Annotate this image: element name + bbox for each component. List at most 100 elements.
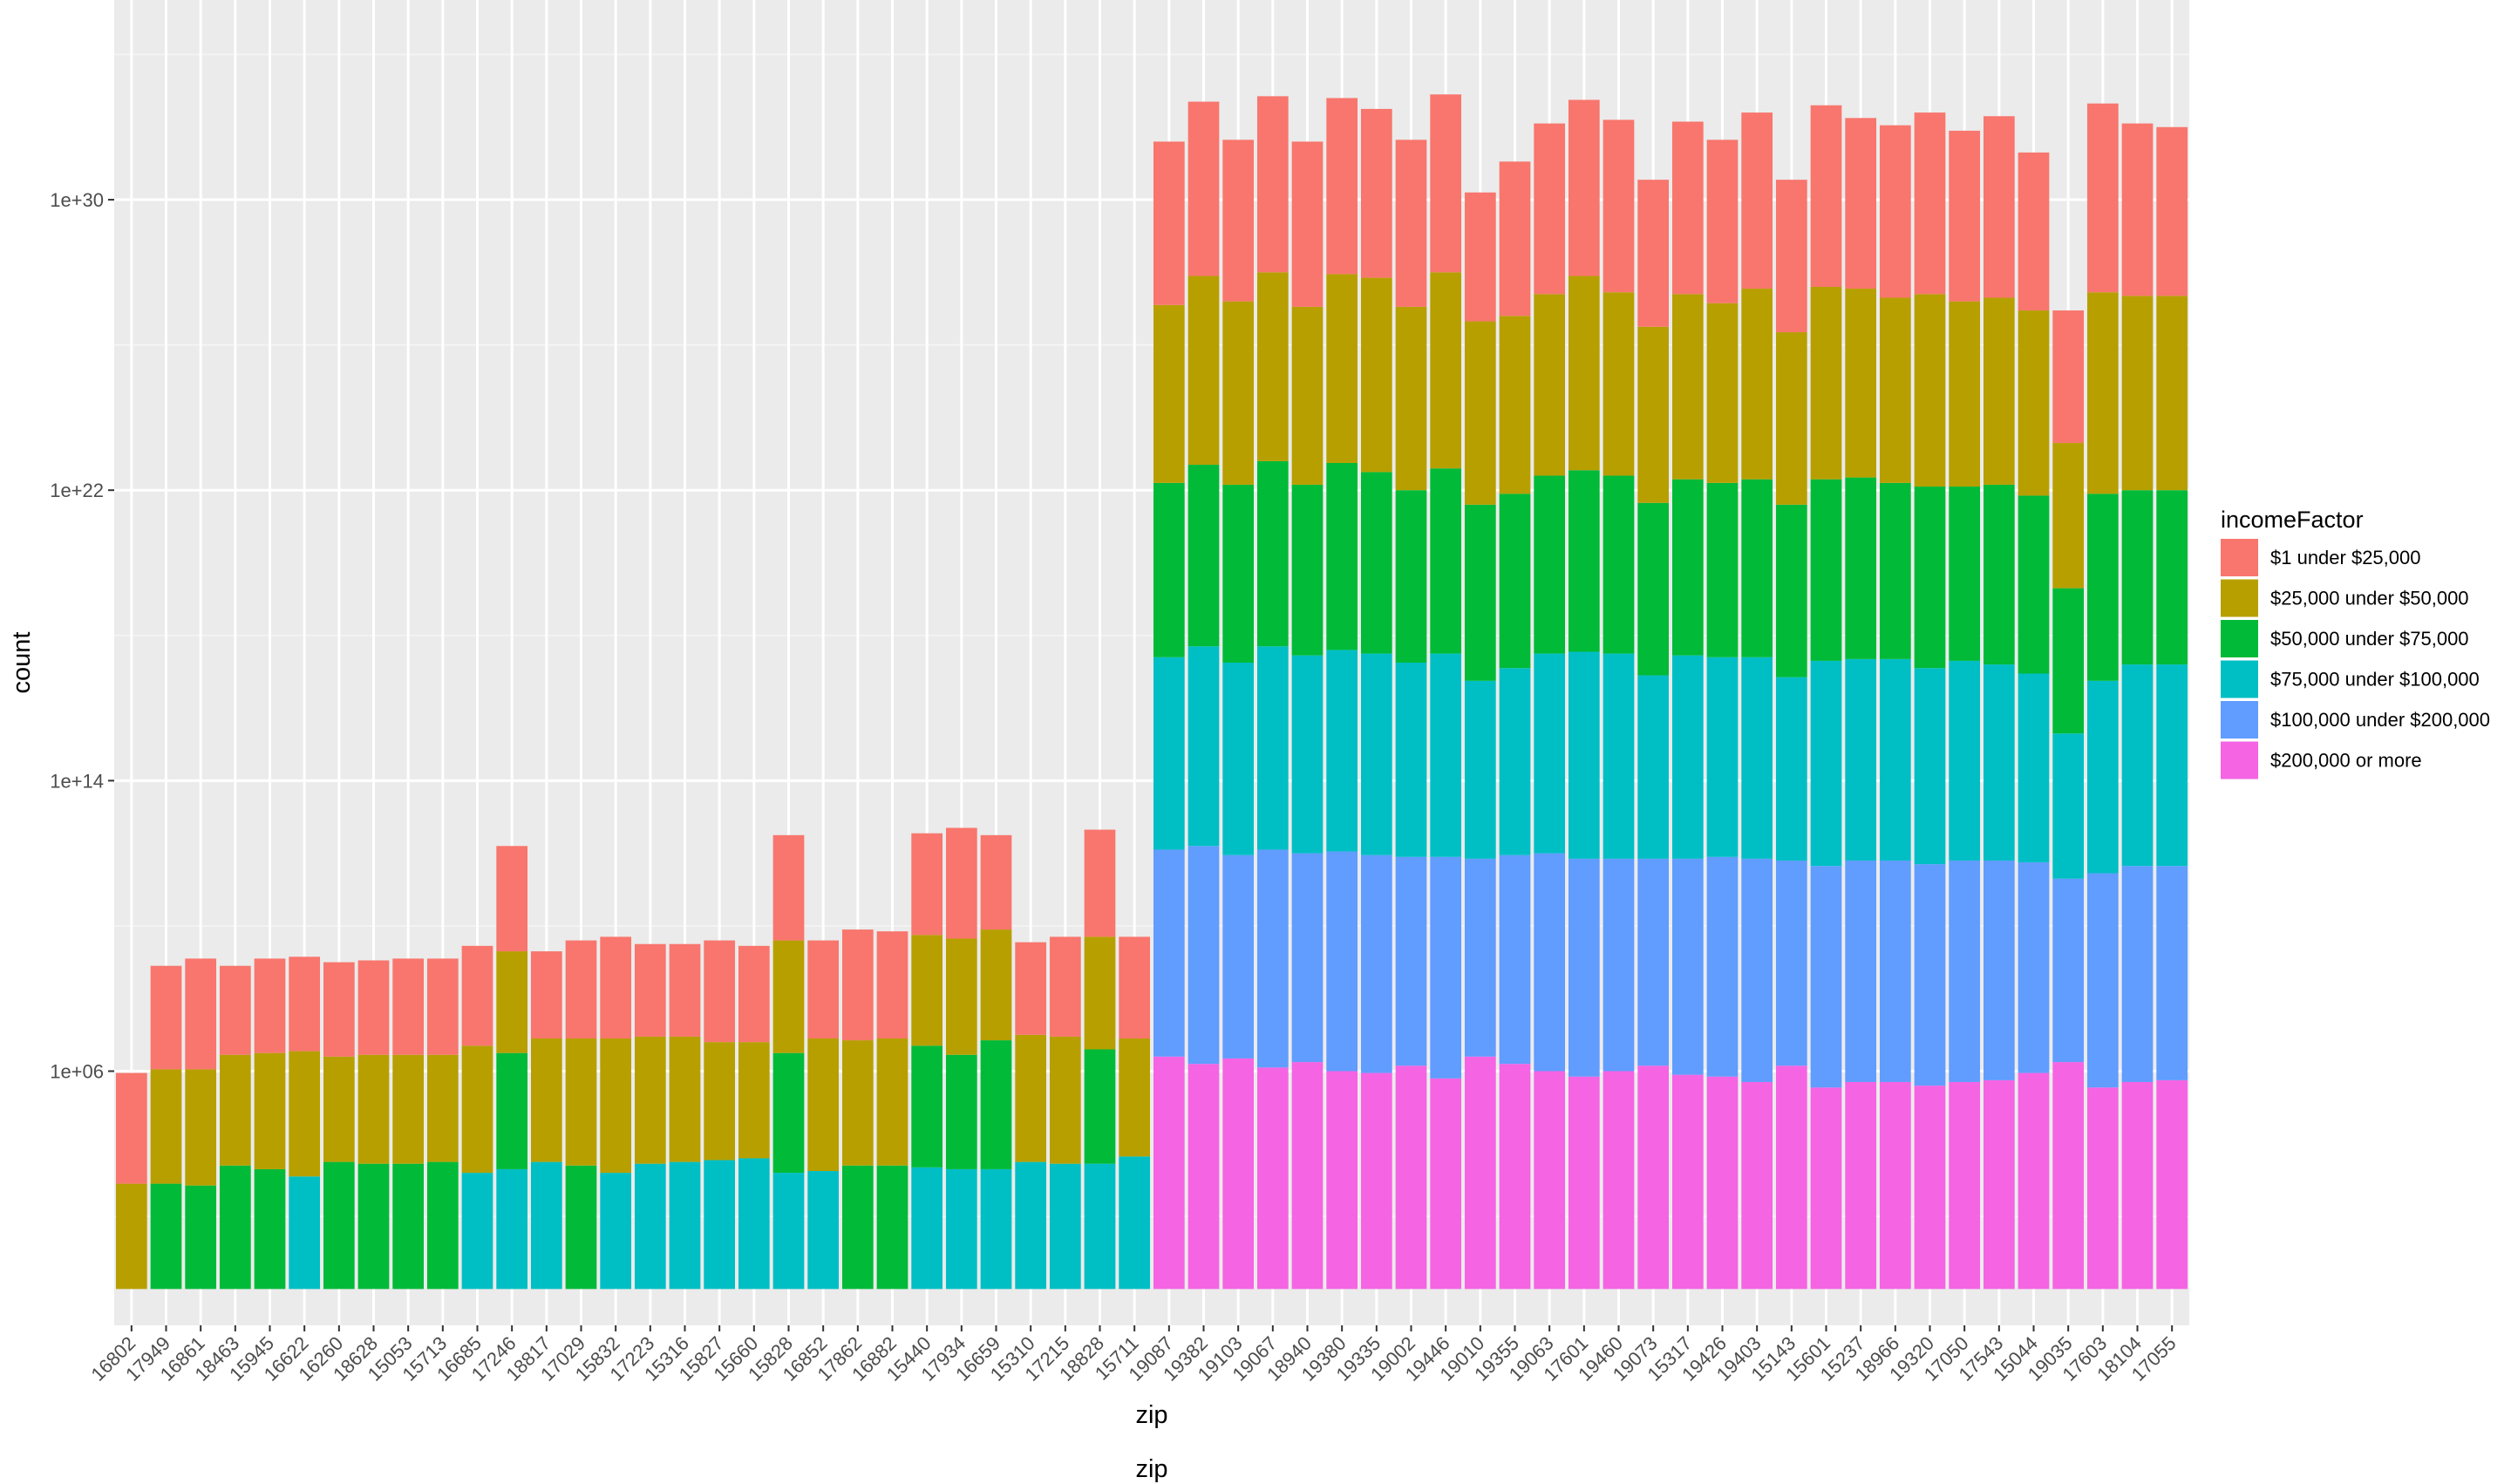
bar-segment	[1464, 504, 1496, 681]
bar-segment	[2052, 588, 2085, 734]
bar-segment	[1187, 276, 1220, 466]
bar-segment	[1395, 140, 1427, 307]
bar-segment	[980, 1040, 1012, 1169]
bar-segment	[1637, 502, 1670, 676]
bar-segment	[1914, 487, 1946, 669]
bar-segment	[1360, 277, 1392, 473]
bar-segment	[1360, 472, 1392, 654]
bar-segment	[1637, 675, 1670, 859]
bar-segment	[2018, 673, 2050, 863]
bar-segment	[807, 1171, 840, 1290]
bar-segment	[1499, 494, 1531, 669]
bar-segment	[1671, 121, 1704, 295]
bar-segment	[1603, 119, 1635, 293]
bar-segment	[289, 1176, 321, 1290]
bar-segment	[461, 1173, 493, 1290]
bar-segment	[1775, 332, 1807, 505]
bar-segment	[704, 1160, 736, 1290]
bar-segment	[2018, 310, 2050, 496]
bar-segment	[1153, 482, 1185, 657]
y-axis-title: count	[8, 632, 36, 694]
bar-segment	[772, 834, 805, 941]
bar-segment	[357, 1054, 390, 1164]
bar-segment	[1534, 475, 1566, 654]
bar-segment	[1534, 294, 1566, 476]
bar-segment	[219, 1165, 251, 1290]
bar-segment	[1810, 866, 1842, 1088]
bar-segment	[1256, 96, 1289, 273]
bar-segment	[1845, 658, 1877, 861]
bar-segment	[1810, 286, 1842, 480]
bar-segment	[565, 1038, 597, 1166]
bar-segment	[1568, 651, 1600, 859]
bar-segment	[1360, 108, 1392, 278]
legend-key	[2221, 701, 2258, 739]
bar-segment	[1222, 301, 1255, 485]
y-tick-label: 1e+06	[50, 1060, 104, 1082]
bar-segment	[1395, 856, 1427, 1066]
bar-segment	[254, 1168, 286, 1290]
bar-segment	[1326, 462, 1358, 650]
y-tick-label: 1e+14	[50, 770, 104, 792]
bar-segment	[2121, 490, 2154, 665]
bar-segment	[911, 935, 943, 1046]
x-axis-title-secondary: zip	[1135, 1455, 1167, 1483]
bar-segment	[1534, 653, 1566, 854]
bar-segment	[1637, 180, 1670, 327]
bar-segment	[1326, 851, 1358, 1072]
bar-segment	[2018, 1072, 2050, 1290]
bar-segment	[2086, 292, 2119, 494]
bar-segment	[945, 1168, 977, 1290]
bar-segment	[530, 1038, 562, 1162]
bar-segment	[876, 1165, 908, 1290]
bar-segment	[1949, 487, 1981, 661]
bar-segment	[1049, 1163, 1081, 1290]
bar-segment	[1810, 1087, 1842, 1290]
bar-segment	[807, 1038, 840, 1172]
bar-segment	[1256, 646, 1289, 850]
bar-segment	[945, 1054, 977, 1169]
bar-segment	[1084, 1049, 1116, 1164]
bar-segment	[496, 1052, 528, 1169]
bar-segment	[1706, 856, 1739, 1077]
bar-segment	[1568, 1076, 1600, 1290]
bar-segment	[1949, 130, 1981, 302]
bar-segment	[1084, 829, 1116, 937]
legend-label: $100,000 under $200,000	[2270, 709, 2490, 731]
bar-segment	[1256, 460, 1289, 647]
y-tick-label: 1e+22	[50, 480, 104, 501]
bar-segment	[2156, 126, 2188, 296]
bar-segment	[1187, 465, 1220, 647]
bar-segment	[980, 834, 1012, 930]
bar-segment	[2086, 680, 2119, 874]
bar-segment	[1291, 141, 1324, 307]
bar-segment	[2052, 443, 2085, 589]
bar-segment	[1775, 180, 1807, 333]
bar-segment	[1845, 118, 1877, 289]
bar-segment	[1499, 161, 1531, 317]
bar-segment	[1153, 849, 1185, 1057]
bar-segment	[807, 940, 840, 1039]
bar-segment	[1983, 484, 2015, 665]
bar-segment	[1671, 858, 1704, 1075]
bar-segment	[392, 1163, 425, 1290]
bar-segment	[254, 958, 286, 1053]
bar-segment	[1222, 1058, 1255, 1290]
bar-segment	[1430, 856, 1462, 1079]
bar-segment	[1706, 303, 1739, 483]
bar-segment	[1326, 650, 1358, 852]
bar-segment	[1049, 936, 1081, 1037]
bar-segment	[1775, 1065, 1807, 1290]
bar-segment	[1845, 860, 1877, 1082]
bar-segment	[772, 940, 805, 1053]
bar-segment	[1914, 1086, 1946, 1290]
bar-segment	[1949, 860, 1981, 1082]
bar-segment	[2121, 1081, 2154, 1290]
bar-segment	[1983, 664, 2015, 861]
bar-segment	[911, 833, 943, 936]
bar-segment	[1395, 490, 1427, 663]
bar-segment	[1187, 1064, 1220, 1290]
bar-segment	[1049, 1036, 1081, 1164]
bar-segment	[738, 1042, 770, 1159]
bar-segment	[1603, 653, 1635, 859]
